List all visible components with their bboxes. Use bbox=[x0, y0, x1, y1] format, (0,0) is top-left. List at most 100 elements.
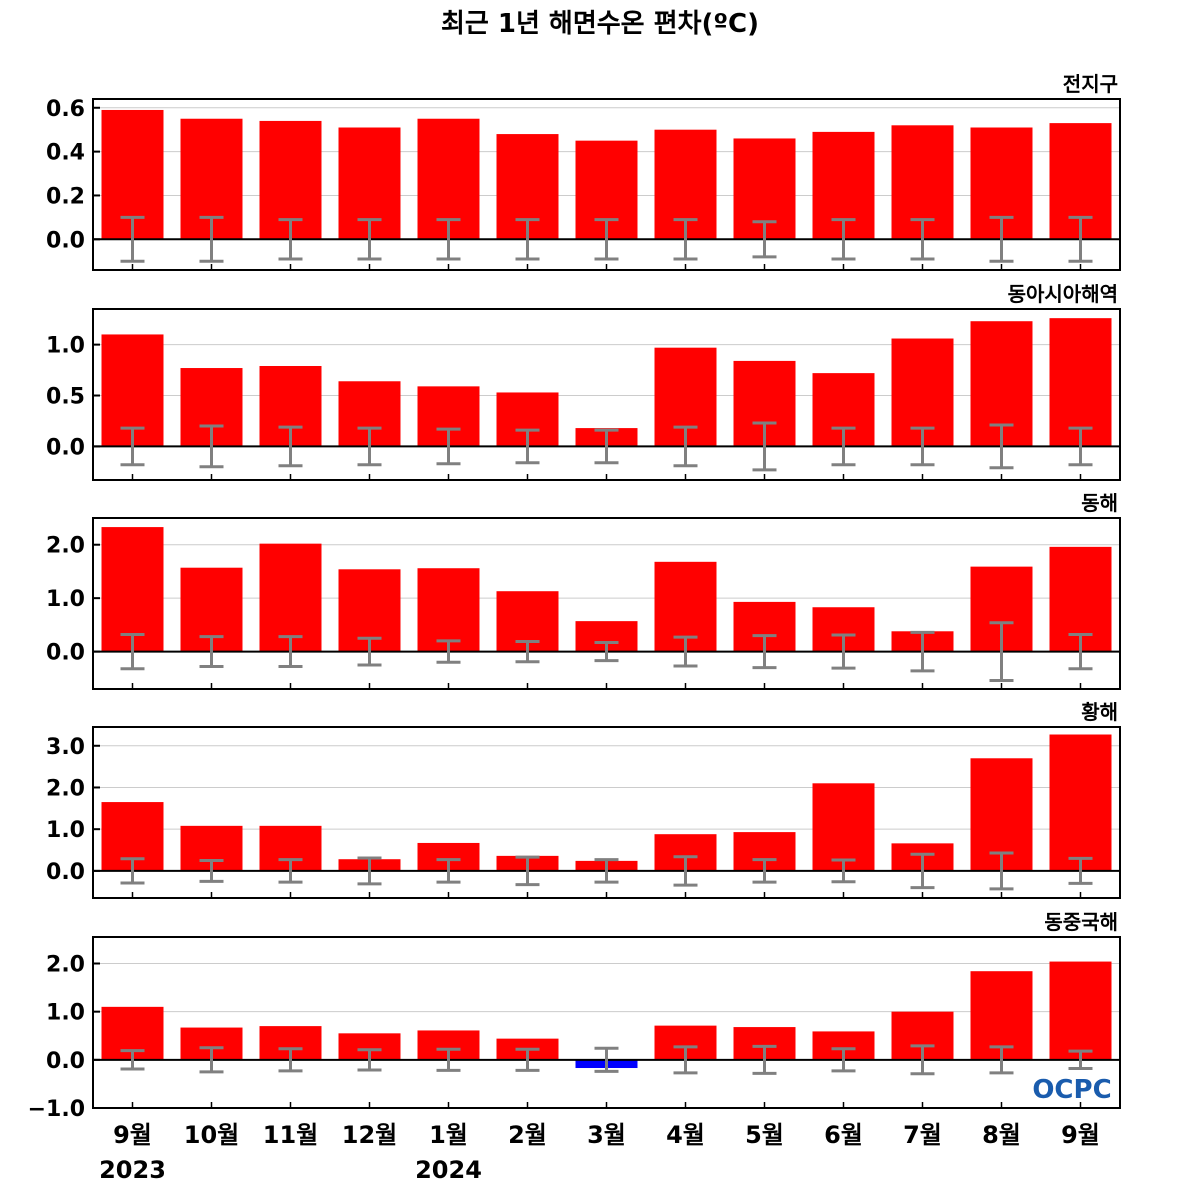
panel-frame bbox=[92, 517, 1121, 690]
bar-12 bbox=[970, 971, 1033, 1060]
error-bar-11 bbox=[910, 630, 935, 673]
error-bar-11 bbox=[910, 1044, 935, 1076]
x-axis: 9월 10월 11월 12월 1월 2월 3월 4월 5월 6월 7월 8월 9월 2023 2024 bbox=[99, 1121, 1100, 1184]
error-bar-5 bbox=[436, 427, 461, 466]
y-tick-label: 0.0 bbox=[46, 860, 85, 885]
error-bar-3 bbox=[278, 635, 303, 669]
error-bar-13 bbox=[1068, 632, 1093, 671]
y-tick-label: 0.5 bbox=[46, 385, 85, 410]
error-bar-7 bbox=[594, 641, 619, 663]
error-bar-7 bbox=[594, 1046, 619, 1073]
error-bar-11 bbox=[910, 426, 935, 467]
error-bar-6 bbox=[515, 218, 540, 261]
error-bar-11 bbox=[910, 852, 935, 890]
error-bar-2 bbox=[199, 424, 224, 469]
error-bar-9 bbox=[752, 421, 777, 472]
bar-13 bbox=[1049, 734, 1112, 871]
error-bar-1 bbox=[120, 1049, 145, 1071]
month-label-1: 9월 bbox=[113, 1121, 152, 1149]
error-bar-1 bbox=[120, 215, 145, 263]
panel-name: 동해 bbox=[1081, 491, 1118, 515]
error-bar-13 bbox=[1068, 856, 1093, 885]
error-bar-10 bbox=[831, 218, 856, 261]
month-label-7: 3월 bbox=[587, 1121, 626, 1149]
error-bar-4 bbox=[357, 856, 382, 886]
year-label-1: 2023 bbox=[99, 1156, 166, 1184]
error-bar-9 bbox=[752, 858, 777, 884]
error-bar-7 bbox=[594, 428, 619, 465]
y-tick-label: 0.2 bbox=[46, 184, 85, 209]
error-bar-6 bbox=[515, 428, 540, 465]
logo-text: OCPC bbox=[1032, 1075, 1111, 1105]
error-bar-12 bbox=[989, 851, 1014, 891]
error-bar-1 bbox=[120, 857, 145, 885]
y-tick-label: 2.0 bbox=[46, 776, 85, 801]
error-bar-12 bbox=[989, 423, 1014, 470]
month-label-4: 12월 bbox=[342, 1121, 397, 1149]
bar-3 bbox=[259, 543, 322, 652]
error-bar-5 bbox=[436, 1047, 461, 1072]
y-tick-label: 0.6 bbox=[46, 97, 85, 122]
error-bar-11 bbox=[910, 218, 935, 261]
panel-2: 0.0 0.5 1.0 동아시아해역 bbox=[46, 282, 1121, 481]
y-tick-label: 0.0 bbox=[46, 228, 85, 253]
error-bar-4 bbox=[357, 218, 382, 261]
month-label-9: 5월 bbox=[745, 1121, 784, 1149]
error-bar-10 bbox=[831, 858, 856, 884]
error-bar-6 bbox=[515, 855, 540, 887]
error-bar-7 bbox=[594, 218, 619, 261]
month-label-8: 4월 bbox=[666, 1121, 705, 1149]
panel-5: −1.0 0.0 1.0 2.0 동중국해 bbox=[28, 910, 1121, 1122]
panel-name: 황해 bbox=[1081, 700, 1118, 724]
y-tick-label: 2.0 bbox=[46, 534, 85, 559]
bar-13 bbox=[1049, 961, 1112, 1060]
error-bar-12 bbox=[989, 621, 1014, 682]
month-label-5: 1월 bbox=[429, 1121, 468, 1149]
error-bar-9 bbox=[752, 634, 777, 670]
error-bar-3 bbox=[278, 425, 303, 468]
error-bar-5 bbox=[436, 218, 461, 261]
error-bar-2 bbox=[199, 858, 224, 883]
panel-frame bbox=[92, 936, 1121, 1109]
error-bar-5 bbox=[436, 639, 461, 664]
month-label-6: 2월 bbox=[508, 1121, 547, 1149]
error-bar-10 bbox=[831, 426, 856, 467]
error-bar-13 bbox=[1068, 426, 1093, 467]
panel-3: 0.0 1.0 2.0 동해 bbox=[46, 491, 1121, 690]
y-tick-label: 1.0 bbox=[46, 334, 85, 359]
error-bar-12 bbox=[989, 1045, 1014, 1075]
error-bar-1 bbox=[120, 632, 145, 671]
error-bar-13 bbox=[1068, 1049, 1093, 1071]
y-tick-label: 3.0 bbox=[46, 735, 85, 760]
chart-title: 최근 1년 해면수온 편차(ºC) bbox=[441, 9, 759, 39]
y-tick-label: 0.0 bbox=[46, 1049, 85, 1074]
error-bar-3 bbox=[278, 858, 303, 884]
error-bar-8 bbox=[673, 218, 698, 261]
ocpc-logo: OCPC bbox=[1032, 1075, 1111, 1105]
error-bar-9 bbox=[752, 1044, 777, 1075]
panel-name: 전지구 bbox=[1063, 72, 1118, 96]
error-bar-6 bbox=[515, 1047, 540, 1072]
bar-13 bbox=[1049, 318, 1112, 447]
error-bar-13 bbox=[1068, 215, 1093, 263]
error-bar-8 bbox=[673, 855, 698, 887]
error-bar-10 bbox=[831, 633, 856, 670]
year-label-2: 2024 bbox=[415, 1156, 482, 1184]
error-bar-8 bbox=[673, 1045, 698, 1075]
bar-1 bbox=[101, 527, 164, 652]
error-bar-3 bbox=[278, 218, 303, 261]
error-bar-5 bbox=[436, 858, 461, 884]
month-label-3: 11월 bbox=[263, 1121, 318, 1149]
error-bar-6 bbox=[515, 639, 540, 664]
error-bar-3 bbox=[278, 1047, 303, 1073]
y-tick-label: 1.0 bbox=[46, 818, 85, 843]
error-bar-4 bbox=[357, 1048, 382, 1072]
error-bar-8 bbox=[673, 635, 698, 668]
month-label-13: 9월 bbox=[1061, 1121, 1100, 1149]
month-label-2: 10월 bbox=[184, 1121, 239, 1149]
y-tick-label: 0.0 bbox=[46, 435, 85, 460]
month-label-11: 7월 bbox=[903, 1121, 942, 1149]
month-label-10: 6월 bbox=[824, 1121, 863, 1149]
panel-name: 동중국해 bbox=[1044, 910, 1118, 934]
